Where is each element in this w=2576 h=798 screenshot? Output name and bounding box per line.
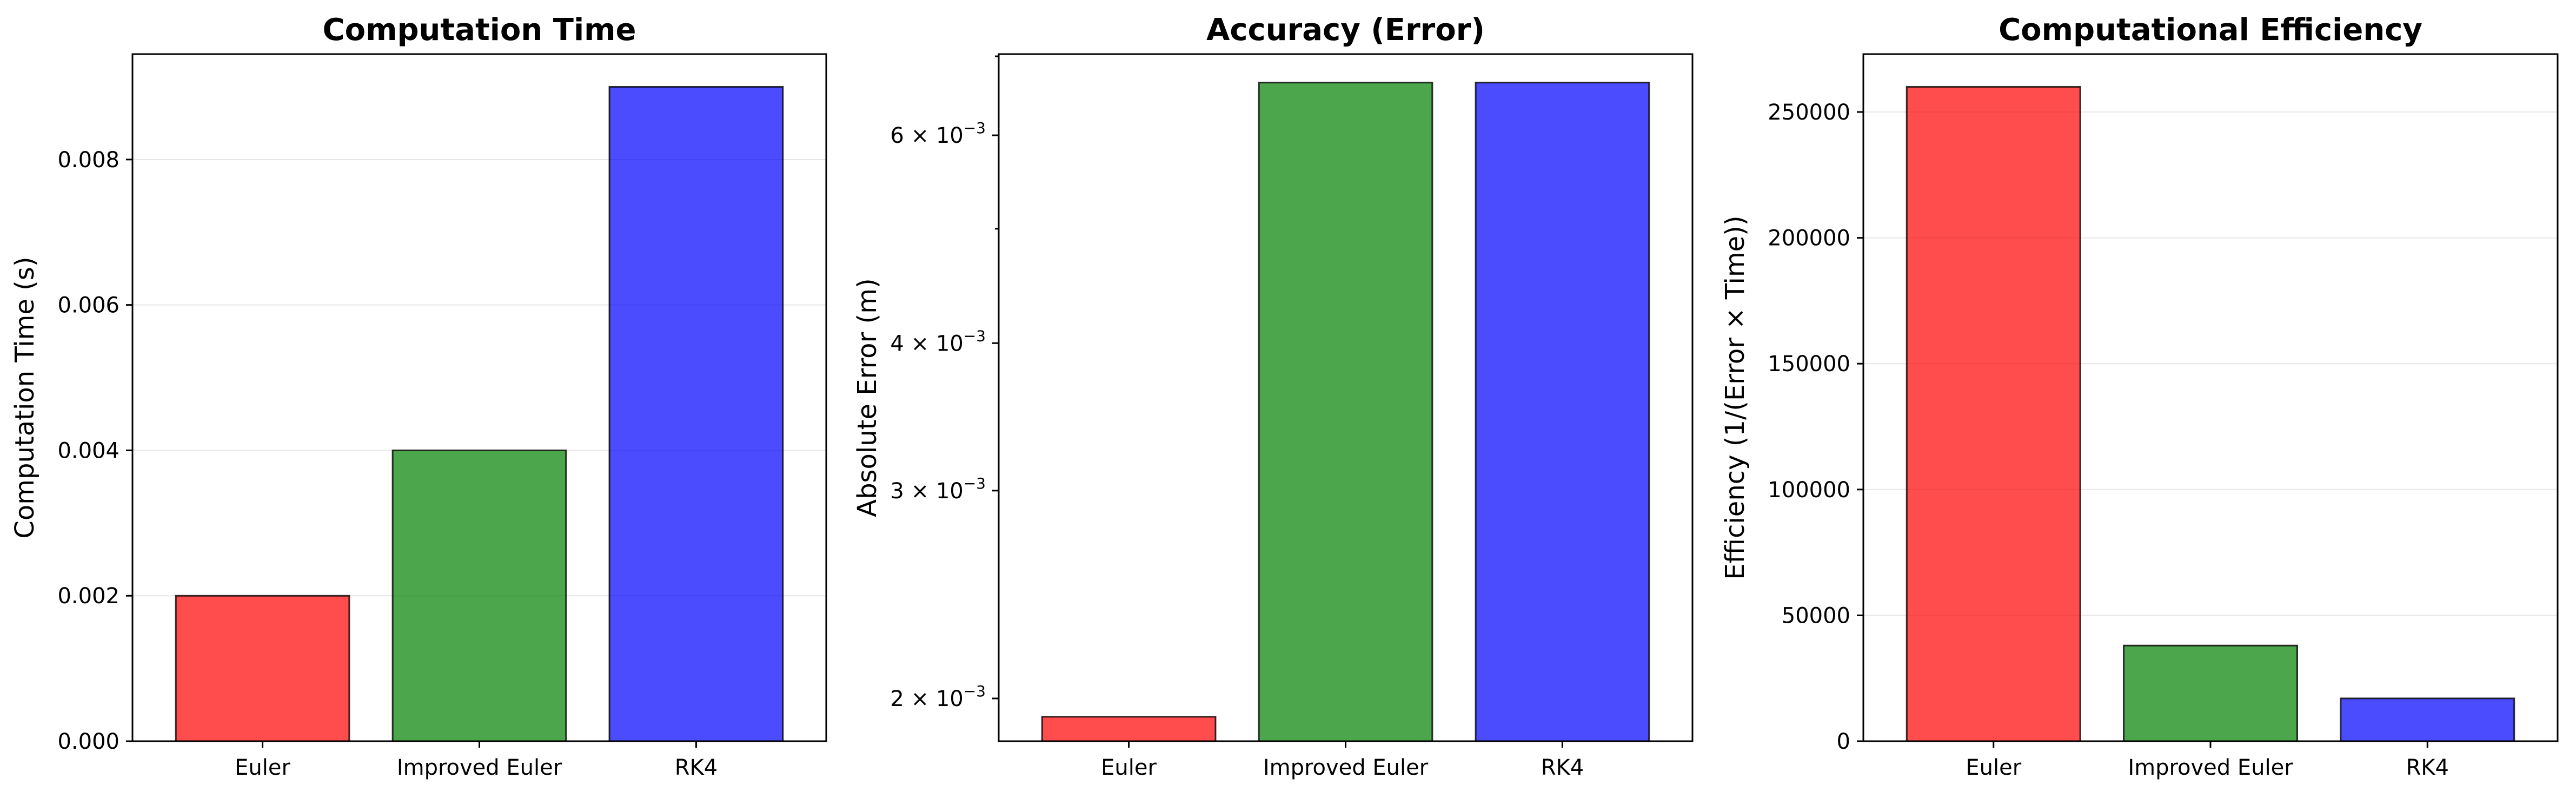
x-tick-label: Euler (1101, 755, 1157, 780)
bar-rk4 (2340, 697, 2515, 742)
chart-panel-2: Euler Improved Euler RK4 0 50000 100000 150000… (1720, 12, 2559, 780)
y-tick-label: 0 (1837, 729, 1850, 754)
x-tick-label: RK4 (675, 755, 718, 780)
chart-title: Computational Efficiency (1999, 12, 2422, 48)
bar-rk4 (1475, 82, 1650, 742)
plot-frame (131, 53, 827, 742)
bar-improved-euler (2123, 644, 2298, 742)
plot-frame (998, 53, 1694, 742)
y-tick-label: 0.002 (57, 584, 119, 609)
bar-improved-euler (391, 449, 567, 742)
y-tick-label: 0.008 (57, 148, 119, 173)
bar-euler (1041, 716, 1217, 742)
x-tick-label: RK4 (1541, 755, 1584, 780)
x-tick-label: Improved Euler (1263, 755, 1429, 780)
x-tick-label: Euler (235, 755, 290, 780)
y-axis-label: Efficiency (1/(Error × Time)) (1720, 215, 1750, 579)
bar-euler (1906, 85, 2081, 742)
bar-improved-euler (1258, 82, 1433, 742)
x-tick-label: RK4 (2406, 755, 2449, 780)
chart-title: Accuracy (Error) (1206, 12, 1485, 48)
x-tick-label: Improved Euler (2128, 755, 2293, 780)
chart-title: Computation Time (323, 12, 636, 48)
y-tick-label: 200000 (1768, 226, 1850, 251)
y-tick-label: 4 × 10−3 (890, 327, 986, 356)
y-tick-label: 250000 (1768, 100, 1850, 125)
bar-rk4 (608, 85, 784, 742)
chart-panel-1: Euler Improved Euler RK4 2 × 10−3 3 × 10−3 4 … (852, 12, 1694, 780)
y-tick-label: 0.000 (57, 729, 119, 754)
plot-frame (1862, 53, 2559, 742)
x-tick-label: Euler (1966, 755, 2021, 780)
y-tick-label: 0.004 (57, 438, 119, 463)
chart-panel-0: Euler Improved Euler RK4 0.000 0.002 0.004 0.0… (10, 12, 827, 780)
y-tick-label: 3 × 10−3 (890, 474, 986, 504)
y-tick-label: 50000 (1782, 603, 1850, 628)
bar-euler (175, 595, 350, 742)
y-tick-label: 0.006 (57, 293, 119, 318)
y-axis-label: Absolute Error (m) (852, 278, 882, 517)
y-tick-label: 2 × 10−3 (890, 682, 986, 711)
x-tick-label: Improved Euler (397, 755, 562, 780)
y-axis-label: Computation Time (s) (10, 256, 40, 538)
y-tick-label: 6 × 10−3 (890, 119, 986, 148)
y-tick-label: 100000 (1768, 478, 1850, 503)
y-tick-label: 150000 (1768, 352, 1850, 377)
